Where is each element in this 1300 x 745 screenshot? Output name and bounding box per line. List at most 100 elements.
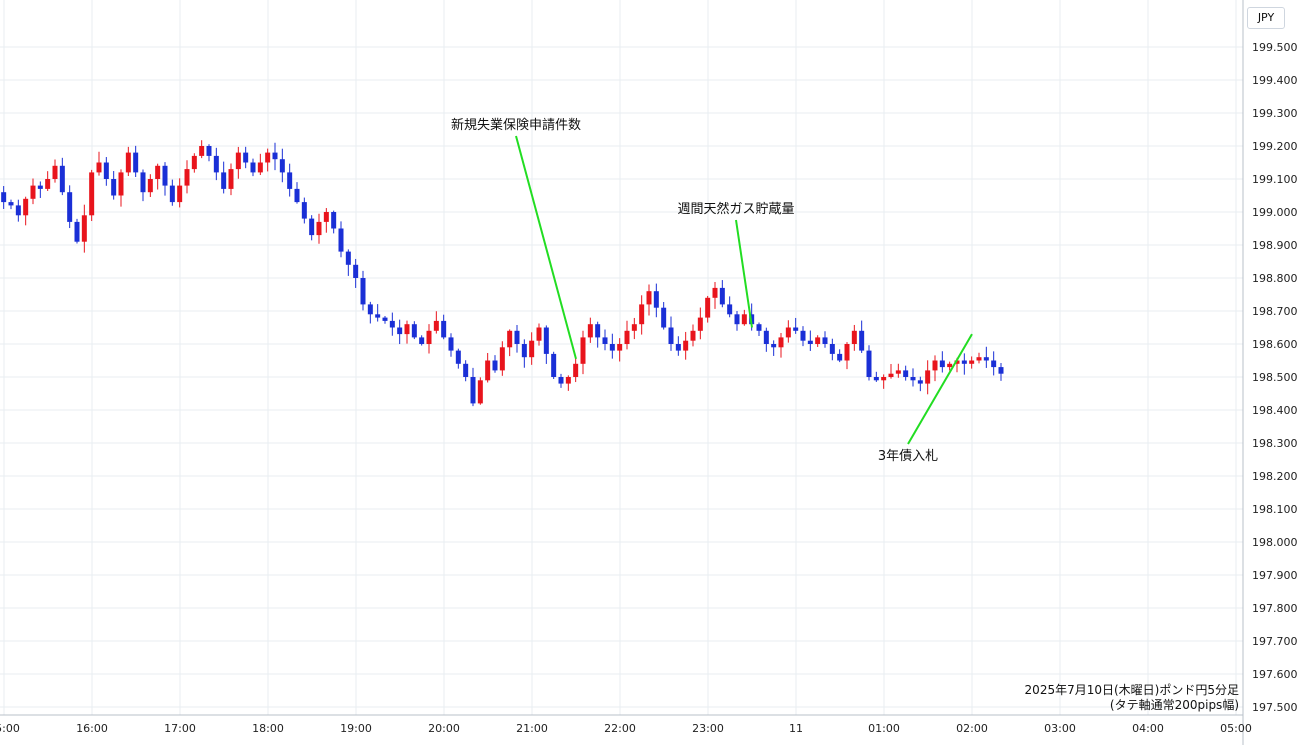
candle — [507, 329, 513, 357]
caption-line-2: (タテ軸通常200pips幅) — [1110, 697, 1239, 712]
candle — [235, 146, 241, 179]
candle — [932, 355, 938, 382]
candle — [279, 148, 285, 183]
candle — [45, 171, 51, 191]
candle — [382, 316, 388, 324]
candle — [316, 213, 322, 244]
x-tick-label: 11 — [789, 722, 803, 735]
candle — [353, 258, 359, 288]
candle — [939, 351, 945, 373]
candle — [639, 295, 645, 335]
candle — [470, 367, 476, 407]
candle — [793, 317, 799, 334]
candle — [375, 304, 381, 322]
candle — [162, 162, 168, 196]
y-tick-label: 199.000 — [1252, 206, 1298, 219]
candle — [617, 338, 623, 362]
y-tick-label: 197.900 — [1252, 569, 1298, 582]
candle — [580, 330, 586, 375]
x-tick-label: 23:00 — [692, 722, 724, 735]
y-tick-label: 198.600 — [1252, 338, 1298, 351]
candle — [646, 284, 652, 316]
plot-background — [0, 0, 1243, 715]
candle — [969, 356, 975, 369]
candle — [866, 345, 872, 381]
x-tick-label: 03:00 — [1044, 722, 1076, 735]
candle — [1, 186, 7, 209]
candle — [609, 333, 615, 359]
y-tick-label: 198.300 — [1252, 437, 1298, 450]
candle — [463, 360, 469, 382]
candle — [815, 335, 821, 347]
candle — [8, 199, 14, 210]
x-tick-label: 15:00 — [0, 722, 20, 735]
candle — [411, 321, 417, 340]
candle — [52, 159, 58, 183]
candle — [573, 358, 579, 383]
candle — [485, 353, 491, 383]
candle — [228, 163, 234, 196]
candle — [338, 221, 344, 258]
candle — [800, 326, 806, 347]
candle — [177, 178, 183, 208]
candle — [221, 161, 227, 194]
candle — [206, 144, 212, 162]
candle — [536, 323, 542, 346]
y-tick-label: 198.400 — [1252, 404, 1298, 417]
candle — [910, 368, 916, 387]
candle — [477, 377, 483, 405]
x-tick-label: 17:00 — [164, 722, 196, 735]
y-tick-label: 199.200 — [1252, 140, 1298, 153]
candle — [521, 339, 527, 368]
candle — [309, 215, 315, 241]
y-tick-label: 198.100 — [1252, 503, 1298, 516]
candle — [807, 330, 813, 351]
candle — [492, 355, 498, 373]
currency-unit-button[interactable]: JPY — [1247, 7, 1285, 29]
candle — [184, 160, 190, 194]
candle — [441, 314, 447, 340]
candle — [829, 338, 835, 361]
candle — [837, 349, 843, 363]
candle — [851, 324, 857, 351]
x-tick-label: 20:00 — [428, 722, 460, 735]
candle — [705, 295, 711, 323]
candle — [499, 341, 505, 376]
y-tick-label: 197.600 — [1252, 668, 1298, 681]
candle — [419, 335, 425, 346]
x-tick-label: 02:00 — [956, 722, 988, 735]
candle — [683, 331, 689, 360]
candle — [690, 324, 696, 347]
y-tick-label: 199.100 — [1252, 173, 1298, 186]
candle — [771, 340, 777, 356]
candle — [155, 163, 161, 190]
candle — [873, 371, 879, 382]
candle — [81, 204, 87, 253]
y-tick-label: 199.300 — [1252, 107, 1298, 120]
candle — [925, 360, 931, 395]
candle — [822, 331, 828, 348]
candle — [30, 178, 36, 205]
candle — [367, 301, 373, 324]
x-tick-label: 22:00 — [604, 722, 636, 735]
candle — [301, 197, 307, 224]
candle — [903, 365, 909, 381]
x-tick-label: 19:00 — [340, 722, 372, 735]
candle — [331, 210, 337, 234]
candle — [448, 333, 454, 357]
candle — [404, 320, 410, 344]
candle — [785, 320, 791, 343]
candle — [133, 145, 139, 177]
candle — [243, 146, 249, 169]
candle — [265, 148, 271, 172]
candle — [778, 333, 784, 358]
candle — [653, 283, 659, 318]
candle — [888, 363, 894, 379]
candle — [529, 332, 535, 365]
candle — [675, 336, 681, 356]
candle — [257, 153, 263, 176]
annotation-pointer — [515, 135, 577, 360]
x-tick-label: 16:00 — [76, 722, 108, 735]
candle — [426, 324, 432, 354]
